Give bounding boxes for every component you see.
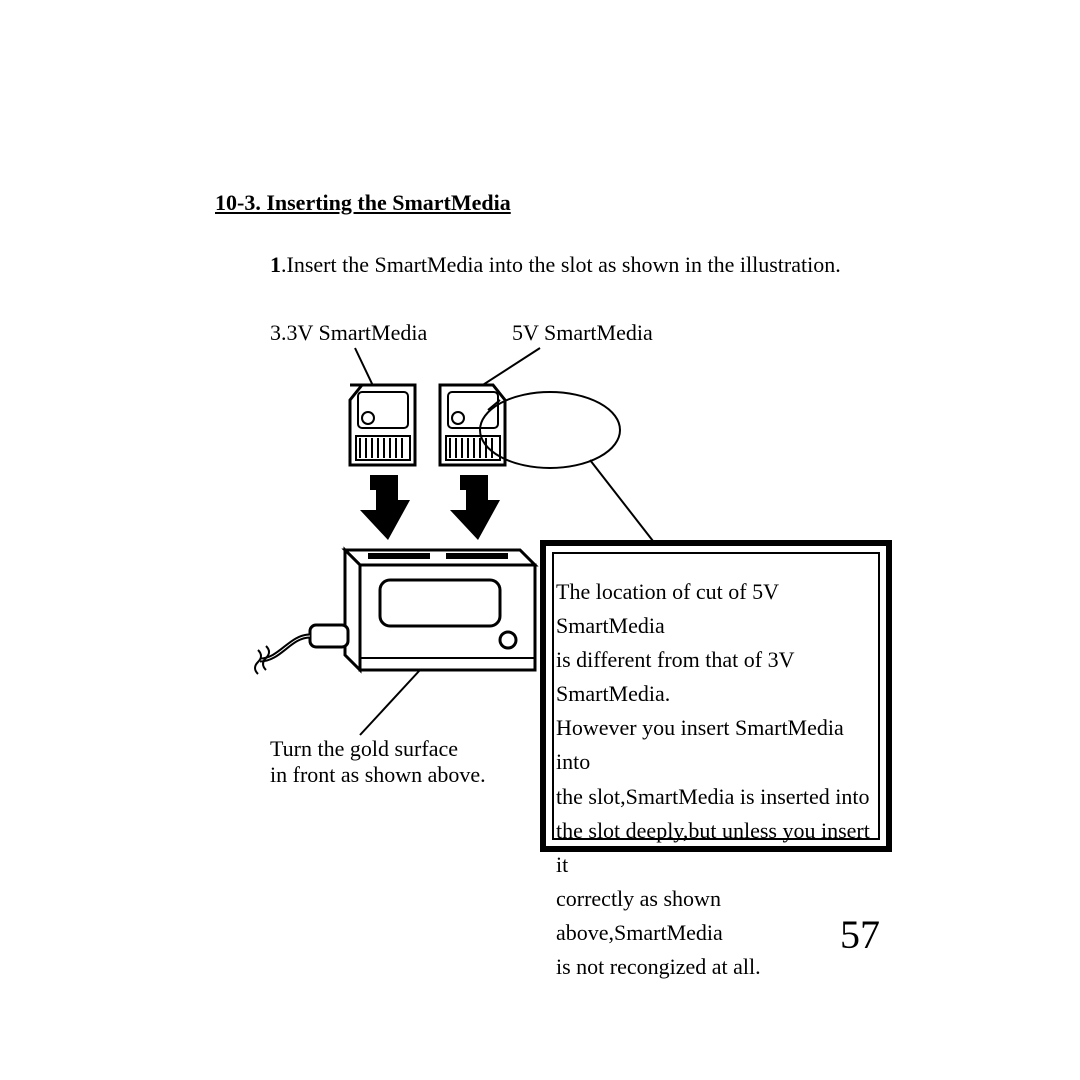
- notch-callout-text: The location of cut of 5V SmartMedia is …: [556, 575, 880, 984]
- cable-icon: [255, 625, 348, 674]
- callout-line: is different from that of 3V SmartMedia.: [556, 643, 880, 711]
- card-reader-icon: [345, 550, 535, 670]
- insert-arrow-left-icon: [360, 475, 410, 540]
- section-heading: 10-3. Inserting the SmartMedia: [215, 190, 511, 216]
- callout-line: is not recongized at all.: [556, 950, 880, 984]
- callout-line: The location of cut of 5V SmartMedia: [556, 575, 880, 643]
- callout-line: the slot deeply,but unless you insert it: [556, 814, 880, 882]
- caption-line: Turn the gold surface: [270, 736, 486, 762]
- gold-surface-caption: Turn the gold surface in front as shown …: [270, 736, 486, 788]
- card-33v-icon: [350, 385, 415, 465]
- caption-line: in front as shown above.: [270, 762, 486, 788]
- callout-line: correctly as shown above,SmartMedia: [556, 882, 880, 950]
- step-1: 1.Insert the SmartMedia into the slot as…: [270, 252, 841, 278]
- callout-line: However you insert SmartMedia into: [556, 711, 880, 779]
- callout-line: the slot,SmartMedia is inserted into: [556, 780, 880, 814]
- step-number: 1: [270, 252, 281, 277]
- page-number: 57: [840, 911, 880, 958]
- insert-arrow-right-icon: [450, 475, 500, 540]
- manual-page: 10-3. Inserting the SmartMedia 1.Insert …: [0, 0, 1080, 1080]
- step-text: .Insert the SmartMedia into the slot as …: [281, 252, 841, 277]
